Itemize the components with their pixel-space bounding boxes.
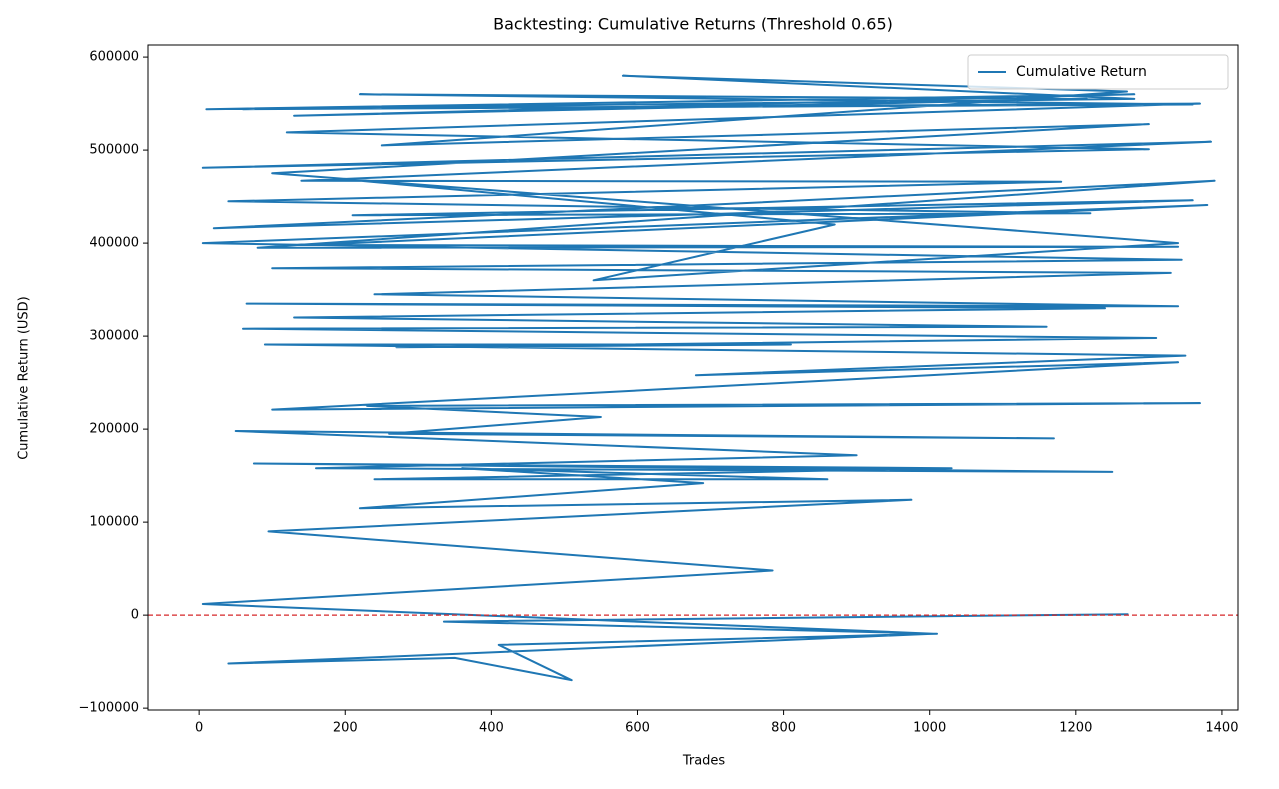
y-tick-label: −100000: [78, 701, 139, 716]
y-tick-label: 600000: [89, 50, 139, 65]
legend-label: Cumulative Return: [1016, 64, 1147, 80]
legend-box: [967, 54, 1229, 90]
y-axis-label: Cumulative Return (USD): [17, 296, 32, 460]
x-tick-label: 0: [195, 721, 203, 736]
line-series: [201, 74, 1216, 682]
x-tick-label: 1400: [1205, 721, 1238, 736]
y-tick-label: 300000: [89, 329, 139, 344]
x-tick-label: 1200: [1059, 721, 1092, 736]
x-tick-label: 1000: [913, 721, 946, 736]
y-tick-label: 0: [131, 608, 139, 623]
y-tick-label: 500000: [89, 143, 139, 158]
x-axis-label: Trades: [682, 754, 726, 769]
x-tick-label: 800: [771, 721, 796, 736]
y-tick-label: 200000: [89, 422, 139, 437]
chart-title: Backtesting: Cumulative Returns (Thresho…: [493, 15, 893, 34]
y-tick-label: 100000: [89, 515, 139, 530]
y-tick-label: 400000: [89, 236, 139, 251]
plot-frame: [147, 44, 1239, 711]
x-tick-label: 200: [333, 721, 358, 736]
x-tick-label: 400: [479, 721, 504, 736]
x-tick-label: 600: [625, 721, 650, 736]
